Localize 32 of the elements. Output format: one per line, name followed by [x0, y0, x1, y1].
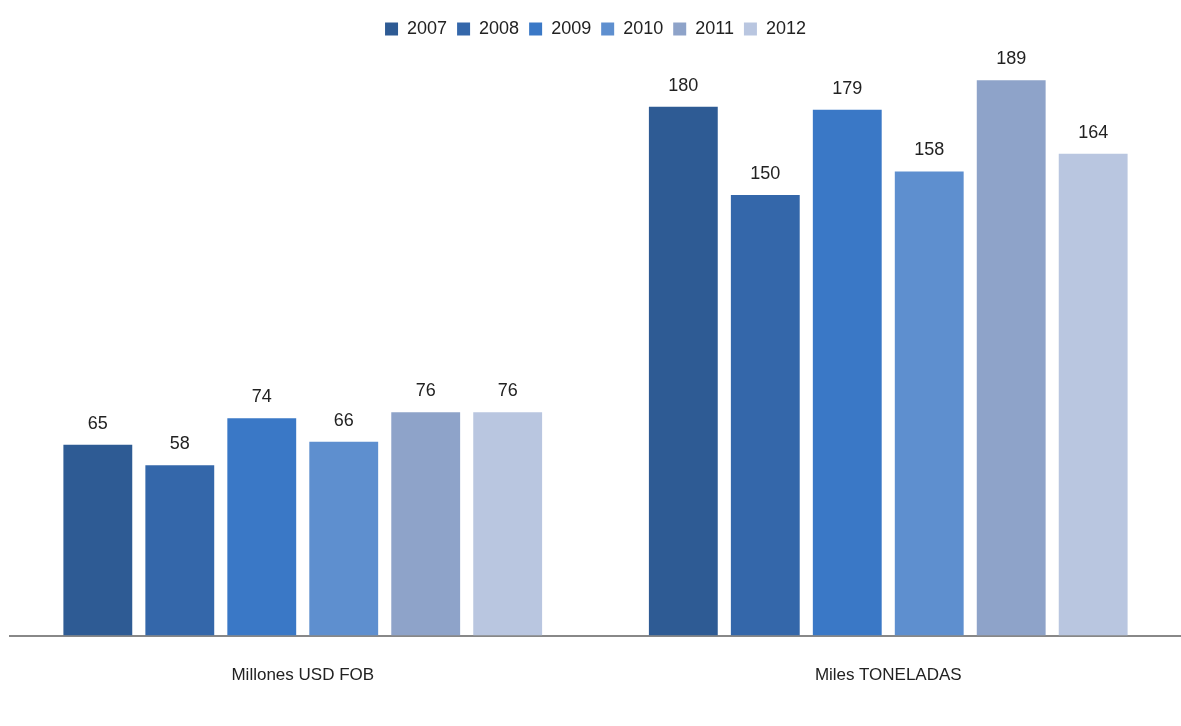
bar	[227, 418, 297, 636]
data-label: 179	[832, 77, 863, 98]
legend-label: 2008	[479, 17, 520, 38]
bar	[309, 441, 379, 636]
legend-label: 2009	[551, 17, 592, 38]
legend-label: 2012	[765, 17, 806, 38]
bar	[1058, 153, 1128, 636]
legend-label: 2010	[623, 17, 664, 38]
bar	[63, 444, 133, 636]
data-label: 150	[750, 162, 781, 183]
data-label: 189	[996, 48, 1027, 69]
data-label: 158	[914, 139, 945, 160]
data-label: 76	[497, 380, 518, 401]
legend-label: 2011	[695, 17, 734, 38]
bar	[391, 412, 461, 636]
bar	[145, 465, 215, 636]
data-label: 76	[415, 380, 436, 401]
data-label: 164	[1078, 121, 1109, 142]
x-tick-label: Miles TONELADAS	[814, 665, 962, 685]
data-label: 180	[668, 74, 699, 95]
bar	[648, 106, 718, 636]
bar	[473, 412, 543, 636]
legend-label: 2007	[407, 17, 448, 38]
bar	[812, 109, 882, 636]
data-label: 74	[251, 386, 272, 407]
bar	[730, 194, 800, 636]
data-label: 58	[169, 433, 190, 454]
data-label: 66	[333, 409, 354, 430]
data-label: 65	[87, 412, 108, 433]
bar	[976, 80, 1046, 636]
x-tick-label: Millones USD FOB	[231, 665, 375, 685]
bar	[894, 171, 964, 636]
